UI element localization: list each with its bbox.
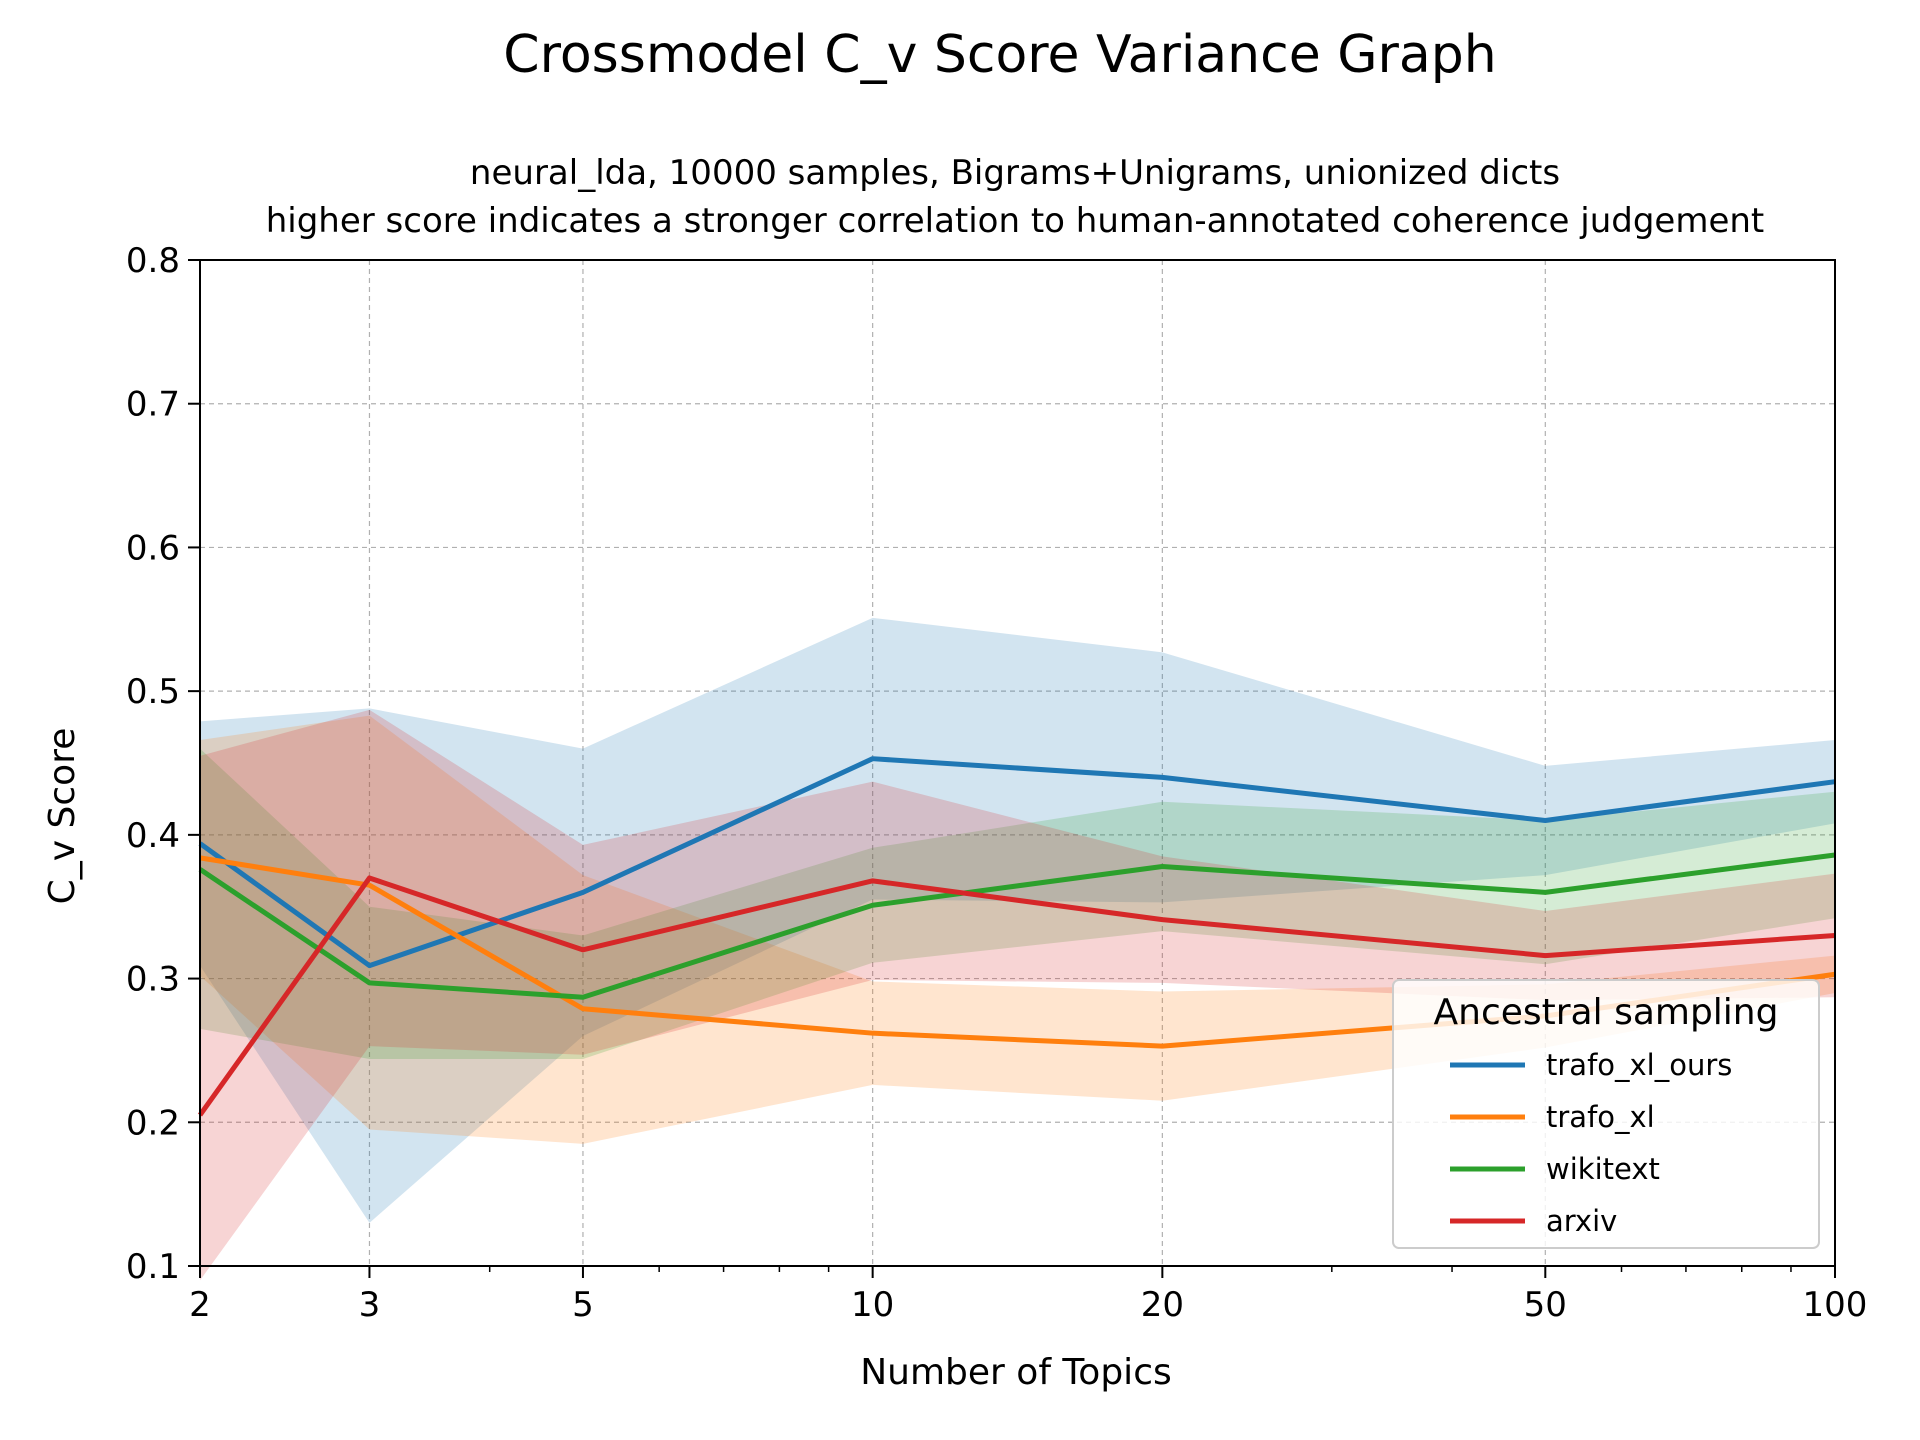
x-axis-ticks: 2 3 5 10 20 50 100 <box>189 1266 1867 1325</box>
band-wikitext <box>200 748 1835 1060</box>
x-tick-label: 100 <box>1803 1285 1868 1325</box>
chart-title: Crossmodel C_v Score Variance Graph <box>503 25 1496 85</box>
x-tick-label: 10 <box>851 1285 894 1325</box>
x-tick-label: 50 <box>1524 1285 1567 1325</box>
legend-label-trafo_xl_ours: trafo_xl_ours <box>1546 1048 1732 1082</box>
plot-frame <box>199 259 1836 1267</box>
y-tick-label: 0.6 <box>126 528 180 568</box>
line-wikitext <box>198 852 1836 1000</box>
legend-title: Ancestral sampling <box>1434 992 1779 1033</box>
y-tick-label: 0.3 <box>126 960 180 1000</box>
x-tick-label: 5 <box>572 1285 594 1325</box>
legend-box <box>1392 979 1820 1249</box>
x-axis-label: Number of Topics <box>860 1352 1172 1393</box>
x-tick-label: 20 <box>1141 1285 1184 1325</box>
legend-label-arxiv: arxiv <box>1546 1204 1617 1238</box>
y-tick-label: 0.7 <box>126 385 180 425</box>
band-trafo_xl_ours <box>200 617 1835 1223</box>
legend: Ancestral sampling trafo_xl_ourstrafo_xl… <box>1392 979 1820 1249</box>
y-tick-label: 0.1 <box>126 1247 180 1287</box>
legend-label-trafo_xl: trafo_xl <box>1546 1100 1655 1134</box>
series-lines <box>197 756 1836 1117</box>
x-tick-label: 2 <box>189 1285 211 1325</box>
y-axis-label: C_v Score <box>42 728 83 905</box>
legend-label-wikitext: wikitext <box>1546 1152 1660 1186</box>
line-arxiv <box>197 875 1836 1117</box>
y-axis-ticks: 0.1 0.2 0.3 0.4 0.5 0.6 0.7 0.8 <box>126 241 200 1287</box>
chart-subtitle-line-2: higher score indicates a stronger correl… <box>266 201 1765 241</box>
y-tick-label: 0.4 <box>126 816 180 856</box>
x-tick-label: 3 <box>359 1285 381 1325</box>
y-tick-label: 0.2 <box>126 1103 180 1143</box>
band-arxiv <box>200 709 1835 1281</box>
y-tick-label: 0.8 <box>126 241 180 281</box>
line-trafo_xl_ours <box>198 756 1836 969</box>
legend-items: trafo_xl_ours trafo_xl wikitext arxiv <box>1450 1048 1732 1238</box>
chart-subtitle-line-1: neural_lda, 10000 samples, Bigrams+Unigr… <box>470 153 1560 193</box>
y-tick-label: 0.5 <box>126 672 180 712</box>
